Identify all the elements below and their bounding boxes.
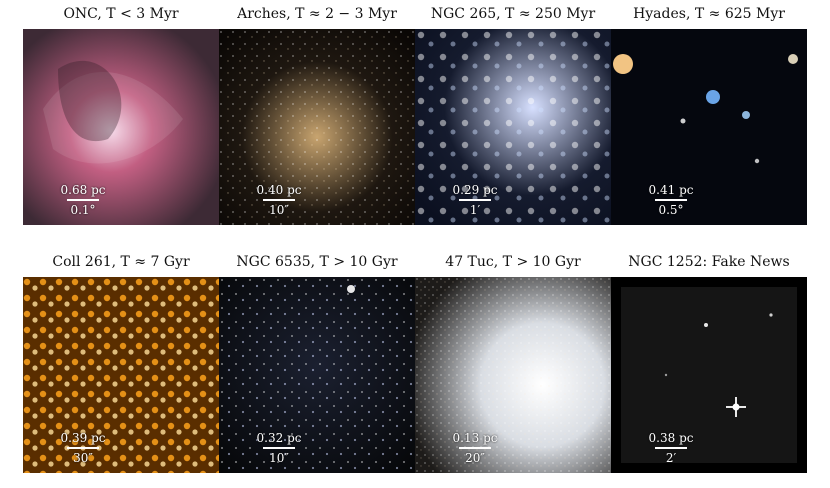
grayscale-star-field-image [611, 277, 807, 473]
angular-scale-label: 10″ [269, 203, 289, 217]
scale-bar-line [67, 199, 99, 201]
scale-bar-line [263, 199, 295, 201]
panel-title-ngc1252: NGC 1252: Fake News [628, 254, 790, 270]
angular-scale-label: 2′ [665, 451, 677, 465]
angular-scale-label: 1′ [469, 203, 481, 217]
physical-scale-label: 0.29 pc [452, 183, 498, 197]
physical-scale-label: 0.68 pc [60, 183, 106, 197]
image-panel-hyades: 0.41 pc 0.5° [611, 29, 807, 225]
angular-scale-label: 30″ [73, 451, 93, 465]
angular-scale-label: 10″ [269, 451, 289, 465]
panel-title-coll261: Coll 261, T ≈ 7 Gyr [52, 254, 190, 270]
star-field-image [611, 29, 807, 225]
image-panel-ngc1252: 0.38 pc 2′ [611, 277, 807, 473]
panel-title-ngc6535: NGC 6535, T > 10 Gyr [236, 254, 398, 270]
scale-bar: 0.40 pc 10″ [239, 183, 319, 217]
scale-bar-line [655, 199, 687, 201]
scale-bar: 0.41 pc 0.5° [631, 183, 711, 217]
panel-title-onc: ONC, T < 3 Myr [63, 6, 179, 22]
image-panel-ngc265: 0.29 pc 1′ [415, 29, 611, 225]
panel-title-arches: Arches, T ≈ 2 − 3 Myr [237, 6, 397, 22]
angular-scale-label: 0.5° [658, 203, 684, 217]
scale-bar: 0.68 pc 0.1° [43, 183, 123, 217]
scale-bar: 0.39 pc 30″ [43, 431, 123, 465]
scale-bar-line [263, 447, 295, 449]
image-panel-arches: 0.40 pc 10″ [219, 29, 415, 225]
star-field-image [219, 29, 415, 225]
scale-bar-line [67, 447, 99, 449]
angular-scale-label: 0.1° [70, 203, 96, 217]
star-field-image [23, 277, 219, 473]
physical-scale-label: 0.40 pc [256, 183, 302, 197]
angular-scale-label: 20″ [465, 451, 485, 465]
physical-scale-label: 0.39 pc [60, 431, 106, 445]
scale-bar: 0.13 pc 20″ [435, 431, 515, 465]
scale-bar: 0.38 pc 2′ [631, 431, 711, 465]
star-field-image [415, 277, 611, 473]
nebula-image [23, 29, 219, 225]
physical-scale-label: 0.13 pc [452, 431, 498, 445]
scale-bar: 0.29 pc 1′ [435, 183, 515, 217]
star-field-image [219, 277, 415, 473]
star-field-image [415, 29, 611, 225]
panel-title-hyades: Hyades, T ≈ 625 Myr [633, 6, 785, 22]
physical-scale-label: 0.32 pc [256, 431, 302, 445]
image-panel-coll261: 0.39 pc 30″ [23, 277, 219, 473]
scale-bar-line [459, 447, 491, 449]
physical-scale-label: 0.41 pc [648, 183, 694, 197]
image-panel-47tuc: 0.13 pc 20″ [415, 277, 611, 473]
panel-title-47tuc: 47 Tuc, T > 10 Gyr [445, 254, 581, 270]
image-panel-ngc6535: 0.32 pc 10″ [219, 277, 415, 473]
scale-bar: 0.32 pc 10″ [239, 431, 319, 465]
scale-bar-line [655, 447, 687, 449]
image-panel-onc: 0.68 pc 0.1° [23, 29, 219, 225]
physical-scale-label: 0.38 pc [648, 431, 694, 445]
scale-bar-line [459, 199, 491, 201]
panel-title-ngc265: NGC 265, T ≈ 250 Myr [430, 6, 596, 22]
